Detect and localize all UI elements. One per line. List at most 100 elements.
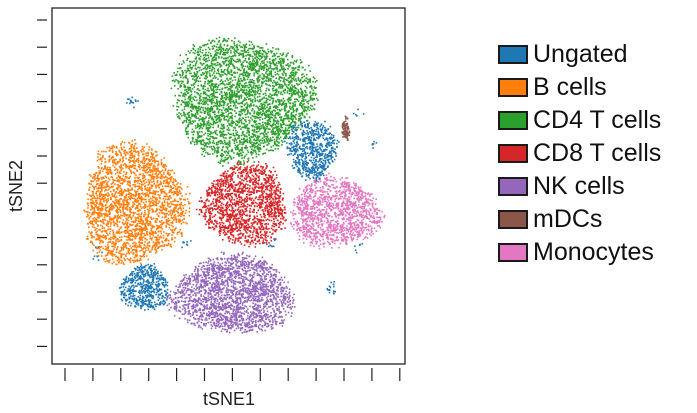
data-point xyxy=(215,143,218,146)
data-point xyxy=(210,107,212,109)
data-point xyxy=(244,147,247,150)
data-point xyxy=(163,212,165,214)
data-point xyxy=(257,107,259,109)
data-point xyxy=(176,210,179,213)
data-point xyxy=(276,56,279,58)
data-point xyxy=(96,252,99,254)
data-point xyxy=(86,213,89,216)
data-point xyxy=(259,93,261,95)
data-point xyxy=(116,162,119,165)
data-point xyxy=(144,213,147,216)
data-point xyxy=(280,124,282,127)
data-point xyxy=(223,136,225,139)
data-point xyxy=(249,138,251,140)
data-point xyxy=(116,154,118,157)
data-point xyxy=(215,46,218,48)
data-point xyxy=(270,70,273,72)
data-point xyxy=(189,94,192,97)
data-point xyxy=(113,238,115,240)
data-point xyxy=(171,191,174,194)
data-point xyxy=(301,73,303,76)
data-point xyxy=(212,89,214,91)
data-point xyxy=(135,225,138,228)
data-point xyxy=(206,152,209,154)
data-point xyxy=(143,227,145,229)
data-point xyxy=(224,39,227,41)
data-point xyxy=(290,81,293,83)
data-point xyxy=(92,218,94,220)
data-point xyxy=(300,117,303,119)
data-point xyxy=(238,96,241,99)
data-point xyxy=(281,141,284,143)
data-point xyxy=(205,68,207,70)
data-point xyxy=(248,136,251,139)
data-point xyxy=(266,138,268,141)
data-point xyxy=(102,241,104,244)
data-point xyxy=(221,155,223,158)
data-point xyxy=(217,108,219,110)
data-point xyxy=(280,57,282,60)
data-point xyxy=(179,203,181,206)
data-point xyxy=(198,127,201,130)
data-point xyxy=(306,113,308,115)
data-point xyxy=(142,183,144,186)
data-point xyxy=(187,57,189,60)
data-point xyxy=(212,123,215,126)
data-point xyxy=(133,249,135,251)
data-point xyxy=(163,190,166,193)
data-point xyxy=(107,198,109,200)
data-point xyxy=(117,199,119,202)
data-point xyxy=(263,131,266,133)
data-point xyxy=(245,125,248,128)
data-point xyxy=(166,207,168,210)
data-point xyxy=(137,161,140,164)
data-point xyxy=(207,143,210,145)
data-point xyxy=(111,172,113,174)
data-point xyxy=(303,109,305,111)
data-point xyxy=(153,176,156,179)
data-point xyxy=(251,81,254,84)
data-point xyxy=(284,102,287,105)
data-point xyxy=(253,47,255,49)
data-point xyxy=(172,219,175,221)
data-point xyxy=(103,181,106,183)
data-point xyxy=(155,198,157,201)
data-point xyxy=(251,152,253,154)
data-point xyxy=(101,225,104,228)
data-point xyxy=(242,71,245,74)
data-point xyxy=(303,106,306,108)
data-point xyxy=(283,92,286,94)
data-point xyxy=(181,219,184,221)
data-point xyxy=(282,58,285,60)
data-point xyxy=(277,112,280,114)
data-point xyxy=(151,171,154,173)
data-point xyxy=(271,139,273,142)
data-point xyxy=(292,108,294,111)
data-point xyxy=(266,77,268,79)
data-point xyxy=(231,94,234,97)
data-point xyxy=(195,105,198,108)
data-point xyxy=(225,119,227,121)
data-point xyxy=(275,91,277,93)
data-point xyxy=(217,52,219,54)
data-point xyxy=(100,194,103,196)
data-point xyxy=(205,60,207,63)
data-point xyxy=(140,228,143,230)
data-point xyxy=(180,82,183,85)
data-point xyxy=(197,117,199,119)
data-point xyxy=(102,194,104,196)
data-point xyxy=(114,214,116,217)
data-point xyxy=(166,181,169,183)
data-point xyxy=(136,179,138,182)
data-point xyxy=(229,123,231,125)
data-point xyxy=(314,94,317,96)
data-point xyxy=(155,190,157,193)
data-point xyxy=(112,164,114,167)
data-point xyxy=(142,201,145,204)
data-point xyxy=(263,80,266,83)
data-point xyxy=(256,113,258,116)
data-point xyxy=(221,149,223,151)
data-point xyxy=(178,99,180,102)
data-point xyxy=(276,65,278,67)
data-point xyxy=(250,102,252,105)
